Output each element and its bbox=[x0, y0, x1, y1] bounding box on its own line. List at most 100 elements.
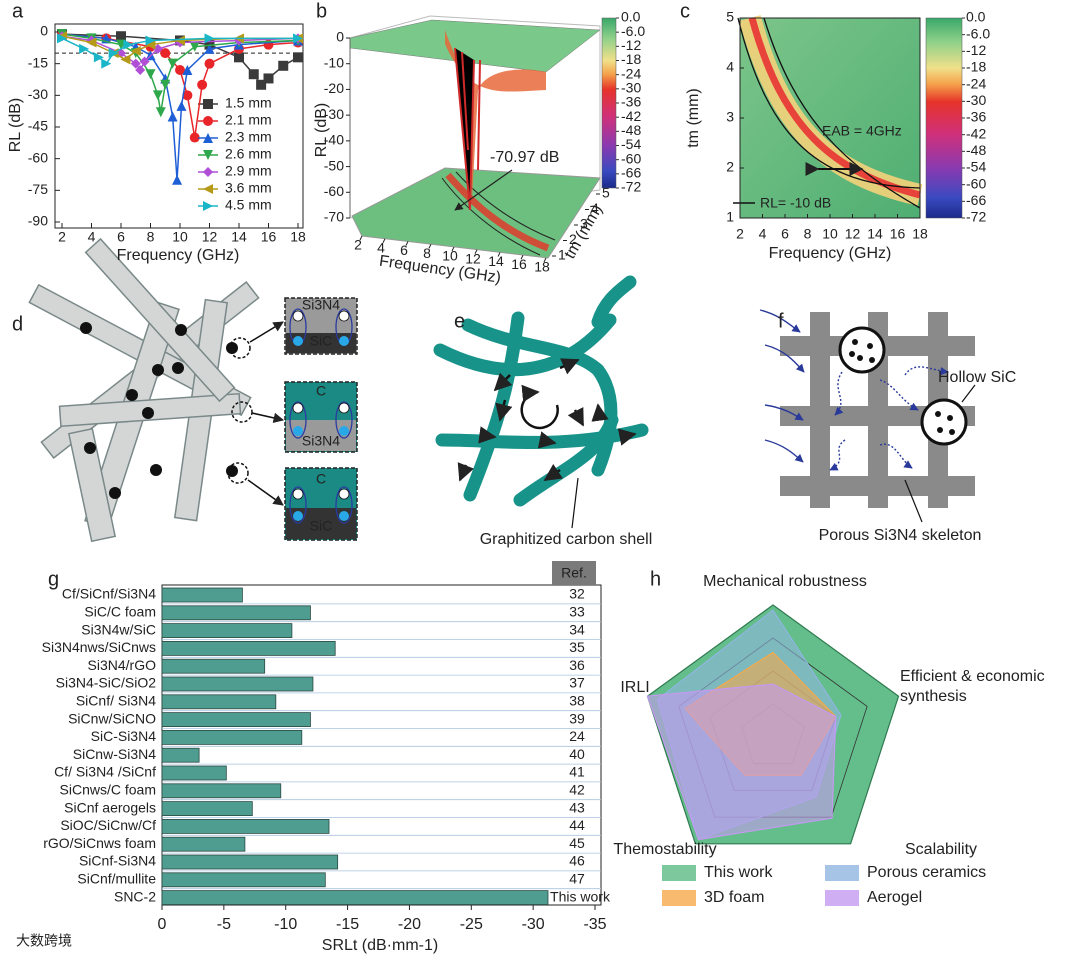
radar-area bbox=[646, 683, 837, 841]
z-tick-label: 4 bbox=[591, 200, 599, 216]
ref-label: 40 bbox=[569, 746, 585, 762]
data-point bbox=[175, 65, 185, 75]
colorbar-label: -54 bbox=[966, 159, 986, 175]
legend-label: This work bbox=[704, 864, 773, 881]
data-point bbox=[204, 33, 215, 44]
y-tick-label: -90 bbox=[28, 213, 48, 229]
ref-label: 45 bbox=[569, 835, 585, 851]
x-tick-label: 16 bbox=[261, 229, 277, 245]
data-point bbox=[120, 54, 131, 65]
ref-label: 37 bbox=[569, 675, 585, 691]
data-point bbox=[204, 43, 215, 54]
legend-marker bbox=[203, 184, 213, 194]
category-label: SiC-Si3N4 bbox=[91, 728, 157, 744]
data-point bbox=[57, 33, 67, 44]
data-point bbox=[189, 41, 200, 52]
diagram-label: Si3N4 bbox=[302, 297, 340, 313]
colorbar-label: -60 bbox=[966, 175, 986, 191]
diagram-label: C bbox=[316, 383, 326, 399]
x-tick bbox=[405, 241, 409, 246]
x-tick-label: 16 bbox=[890, 226, 906, 242]
data-point bbox=[116, 31, 126, 42]
colorbar-label: -60 bbox=[621, 150, 641, 166]
y-tick-label: -20 bbox=[324, 80, 344, 96]
colorbar-label: -24 bbox=[966, 75, 986, 91]
y-tick-label: -10 bbox=[324, 54, 344, 70]
x-tick bbox=[359, 235, 363, 241]
data-line bbox=[61, 33, 299, 113]
data-point bbox=[197, 79, 208, 90]
diagram-label: Si3N4 bbox=[302, 433, 340, 449]
axis-label-box: Efficient & economic synthesis bbox=[900, 668, 1045, 705]
category-label: SiC/C foam bbox=[84, 604, 156, 620]
x-tick bbox=[543, 257, 547, 263]
legend-marker bbox=[203, 201, 213, 211]
x-tick-label: 4 bbox=[88, 229, 96, 245]
data-point bbox=[182, 90, 193, 101]
panel-label: e bbox=[454, 310, 465, 332]
x-tick-label: 10 bbox=[822, 226, 838, 242]
legend-label: 3D foam bbox=[704, 889, 764, 906]
diagram-label: Porous Si3N4 skeleton bbox=[819, 527, 982, 544]
bar bbox=[161, 765, 227, 781]
x-tick bbox=[497, 252, 501, 257]
bar bbox=[161, 836, 246, 852]
colorbar-label: -18 bbox=[966, 59, 986, 75]
colorbar-label: -6.0 bbox=[621, 23, 645, 39]
legend-label: 2.3 mm bbox=[225, 129, 272, 145]
annotation: -70.97 dB bbox=[490, 149, 559, 166]
diagram-f bbox=[759, 309, 976, 523]
plot-frame bbox=[54, 23, 304, 229]
category-label: SiCnws/C foam bbox=[60, 782, 156, 798]
panel-label: g bbox=[48, 568, 59, 590]
y-tick-label: -40 bbox=[324, 132, 344, 148]
data-point bbox=[263, 73, 274, 84]
legend-label: Porous ceramics bbox=[867, 864, 986, 881]
panel-label: c bbox=[680, 0, 690, 22]
data-point bbox=[175, 35, 185, 46]
category-label: SiCnw-Si3N4 bbox=[73, 746, 156, 762]
x-tick-label: -30 bbox=[522, 916, 545, 933]
colorbar-label: -66 bbox=[621, 165, 641, 181]
x-tick bbox=[382, 238, 386, 243]
panel-label: f bbox=[778, 310, 784, 332]
ref-label: This work bbox=[550, 888, 611, 904]
diagram-label: SiC bbox=[310, 518, 333, 534]
x-tick-label: 12 bbox=[845, 226, 861, 242]
legend-marker bbox=[203, 116, 213, 126]
bar bbox=[161, 641, 336, 656]
bar bbox=[161, 854, 339, 870]
colorbar-label: -24 bbox=[621, 65, 641, 81]
data-point bbox=[189, 132, 200, 143]
y-tick-label: 5 bbox=[726, 9, 734, 25]
panel-label: b bbox=[316, 0, 327, 22]
category-label: SiCnf/mullite bbox=[77, 871, 156, 887]
ref-label: 33 bbox=[569, 604, 585, 620]
legend-swatch bbox=[662, 890, 696, 906]
radar-axis-label: Mechanical robustness bbox=[703, 573, 867, 590]
x-tick-label: 4 bbox=[377, 239, 385, 255]
legend-label: 2.1 mm bbox=[225, 112, 272, 128]
x-tick-label: -5 bbox=[217, 916, 231, 933]
bar bbox=[161, 747, 200, 763]
colorbar-label: -42 bbox=[621, 108, 641, 124]
data-point bbox=[130, 58, 141, 69]
colorbar-label: -30 bbox=[621, 80, 641, 96]
data-point bbox=[176, 100, 187, 111]
x-tick-label: 2 bbox=[736, 226, 744, 242]
legend-label: 3.6 mm bbox=[225, 180, 272, 196]
data-point bbox=[172, 174, 183, 185]
y-tick-label: -60 bbox=[28, 149, 48, 165]
y-tick-label: -70 bbox=[324, 209, 344, 225]
colorbar-label: -6.0 bbox=[966, 25, 990, 41]
y-tick-label: 2 bbox=[726, 159, 734, 175]
data-point bbox=[86, 37, 97, 48]
x-tick-label: 0 bbox=[158, 916, 167, 933]
category-label: Si3N4nws/SiCnws bbox=[42, 639, 156, 655]
x-tick-label: 18 bbox=[534, 259, 550, 275]
colorbar-label: -12 bbox=[966, 42, 986, 58]
y-tick-label: 1 bbox=[726, 209, 734, 225]
diagram-e bbox=[433, 275, 649, 507]
watermark: 大数跨境 bbox=[16, 933, 72, 949]
data-point bbox=[123, 39, 134, 50]
